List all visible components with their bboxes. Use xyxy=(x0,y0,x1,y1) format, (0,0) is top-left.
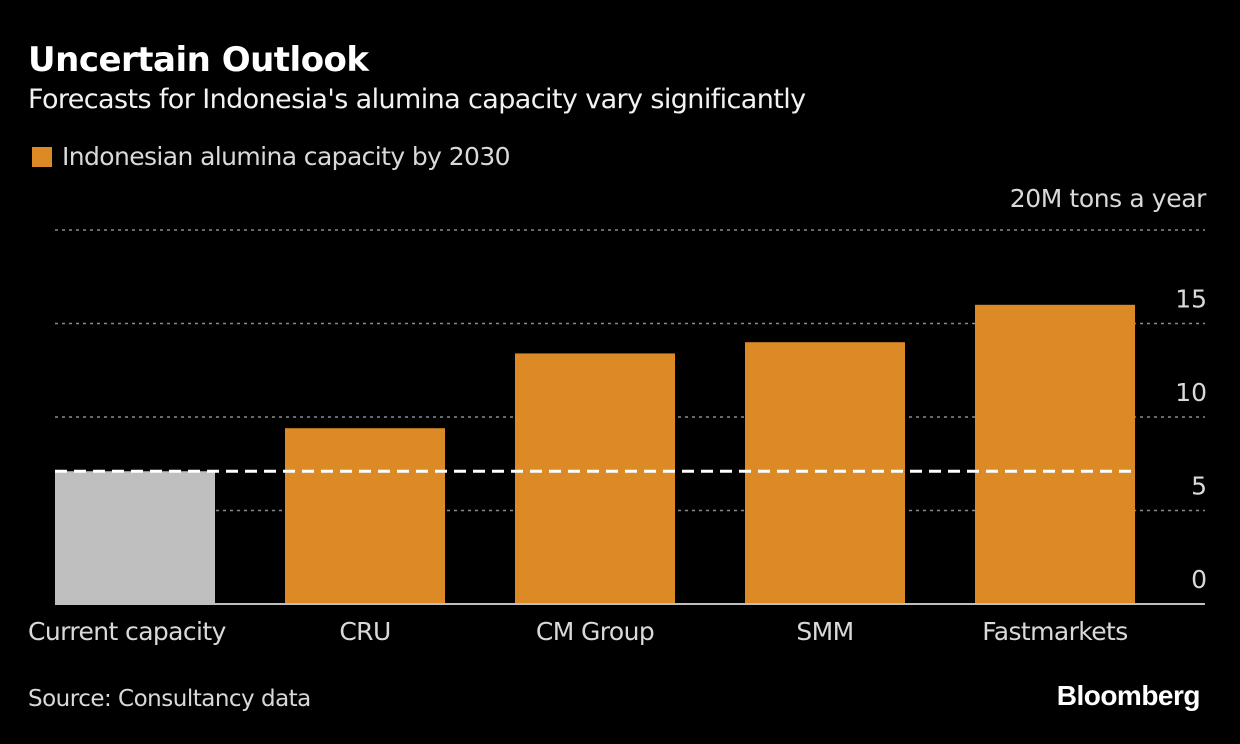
bar-smm xyxy=(745,342,905,604)
y-tick-labels: 0 5 10 15 xyxy=(1175,285,1207,595)
x-tick-label: Fastmarkets xyxy=(982,617,1127,646)
bar-fastmarkets xyxy=(975,304,1135,604)
bars xyxy=(55,304,1205,605)
x-tick-label: SMM xyxy=(796,617,853,646)
chart-title: Uncertain Outlook xyxy=(28,40,369,80)
y-tick-label: 0 xyxy=(1191,565,1207,594)
x-tick-label: CRU xyxy=(339,617,390,646)
legend-label: Indonesian alumina capacity by 2030 xyxy=(62,142,511,171)
legend: Indonesian alumina capacity by 2030 xyxy=(32,142,511,171)
bar-current-capacity xyxy=(55,471,215,604)
bar-cm-group xyxy=(515,353,675,604)
y-axis-unit-label: 20M tons a year xyxy=(1009,184,1207,213)
bloomberg-logo: Bloomberg xyxy=(1056,680,1201,711)
y-tick-label: 5 xyxy=(1191,472,1207,501)
y-tick-label: 15 xyxy=(1175,285,1207,314)
bar-cru xyxy=(285,428,445,604)
y-tick-label: 10 xyxy=(1175,378,1207,407)
legend-swatch xyxy=(32,146,52,167)
x-tick-label: Current capacity xyxy=(28,617,227,646)
x-tick-label: CM Group xyxy=(536,617,654,646)
x-tick-labels: Current capacity CRU CM Group SMM Fastmarket… xyxy=(28,617,1128,646)
chart-subtitle: Forecasts for Indonesia's alumina capaci… xyxy=(28,84,806,115)
source-note: Source: Consultancy data xyxy=(28,686,311,712)
